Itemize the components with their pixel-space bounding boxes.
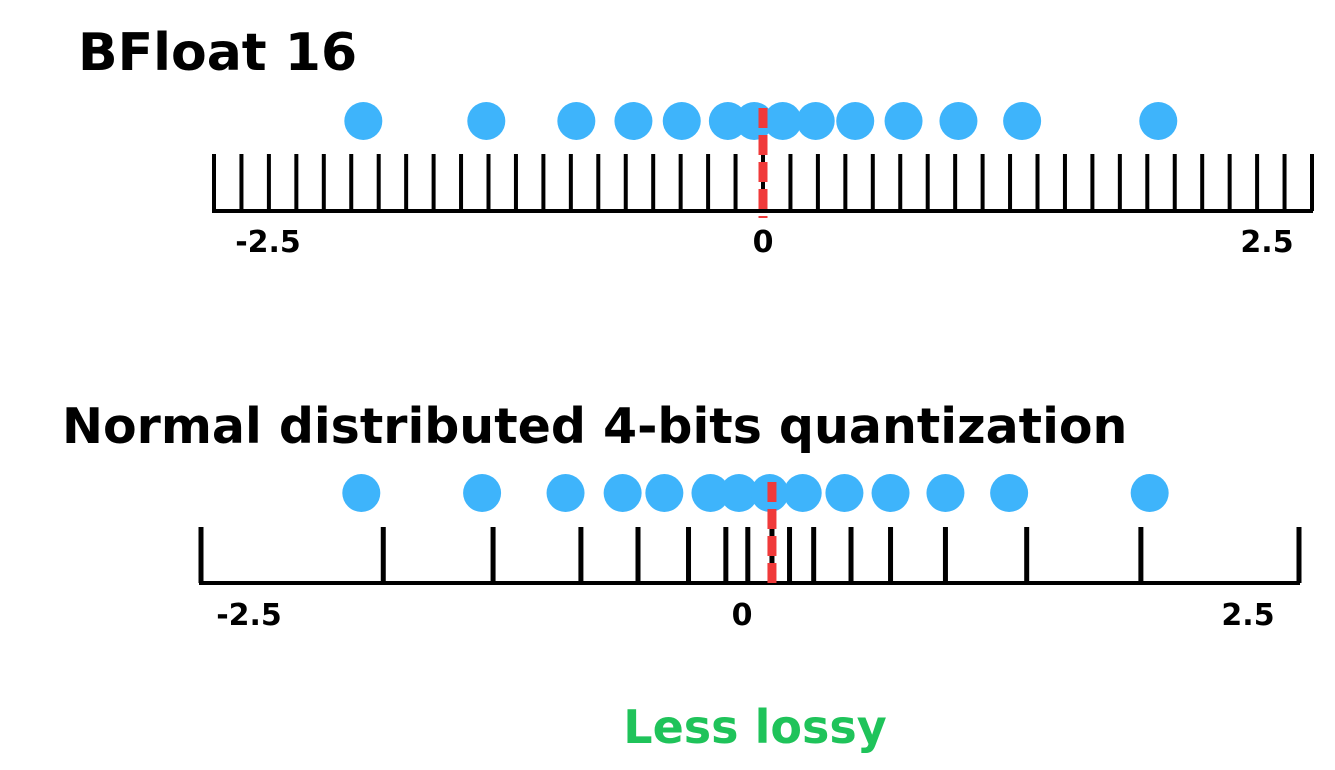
data-point — [871, 474, 910, 512]
data-point — [614, 102, 653, 140]
data-point — [836, 102, 875, 140]
ticks-bfloat16 — [212, 154, 1314, 211]
data-point — [467, 102, 506, 140]
data-point — [1003, 102, 1042, 140]
ticks-nf4 — [198, 527, 1302, 583]
caption-less-lossy: Less lossy — [623, 700, 886, 754]
data-point — [926, 474, 965, 512]
dots-bfloat16 — [344, 102, 1178, 140]
data-point — [463, 474, 502, 512]
tick-label-max-bfloat16: 2.5 — [1240, 225, 1293, 260]
data-point — [645, 474, 684, 512]
data-point — [557, 102, 596, 140]
panel-title-nf4: Normal distributed 4-bits quantization — [62, 398, 1127, 455]
data-point — [662, 102, 701, 140]
data-point — [720, 474, 759, 512]
tick-label-zero-bfloat16: 0 — [753, 225, 774, 260]
panel-bfloat16: BFloat 16 -2.5 0 2.5 — [78, 23, 1314, 260]
data-point — [763, 102, 802, 140]
tick-label-max-nf4: 2.5 — [1221, 598, 1274, 633]
data-point — [546, 474, 585, 512]
data-point — [342, 474, 381, 512]
data-point — [691, 474, 730, 512]
data-point — [708, 102, 747, 140]
data-point — [603, 474, 642, 512]
data-point — [990, 474, 1029, 512]
data-point — [884, 102, 923, 140]
panel-title-bfloat16: BFloat 16 — [78, 23, 357, 83]
data-point — [825, 474, 864, 512]
data-point — [796, 102, 835, 140]
panel-nf4: Normal distributed 4-bits quantization -… — [62, 398, 1302, 633]
data-point — [1139, 102, 1178, 140]
data-point — [1130, 474, 1169, 512]
tick-label-min-bfloat16: -2.5 — [235, 225, 301, 260]
data-point — [939, 102, 978, 140]
data-point — [344, 102, 383, 140]
dots-nf4 — [342, 474, 1169, 512]
data-point — [783, 474, 822, 512]
tick-label-min-nf4: -2.5 — [216, 598, 282, 633]
tick-label-zero-nf4: 0 — [732, 598, 753, 633]
